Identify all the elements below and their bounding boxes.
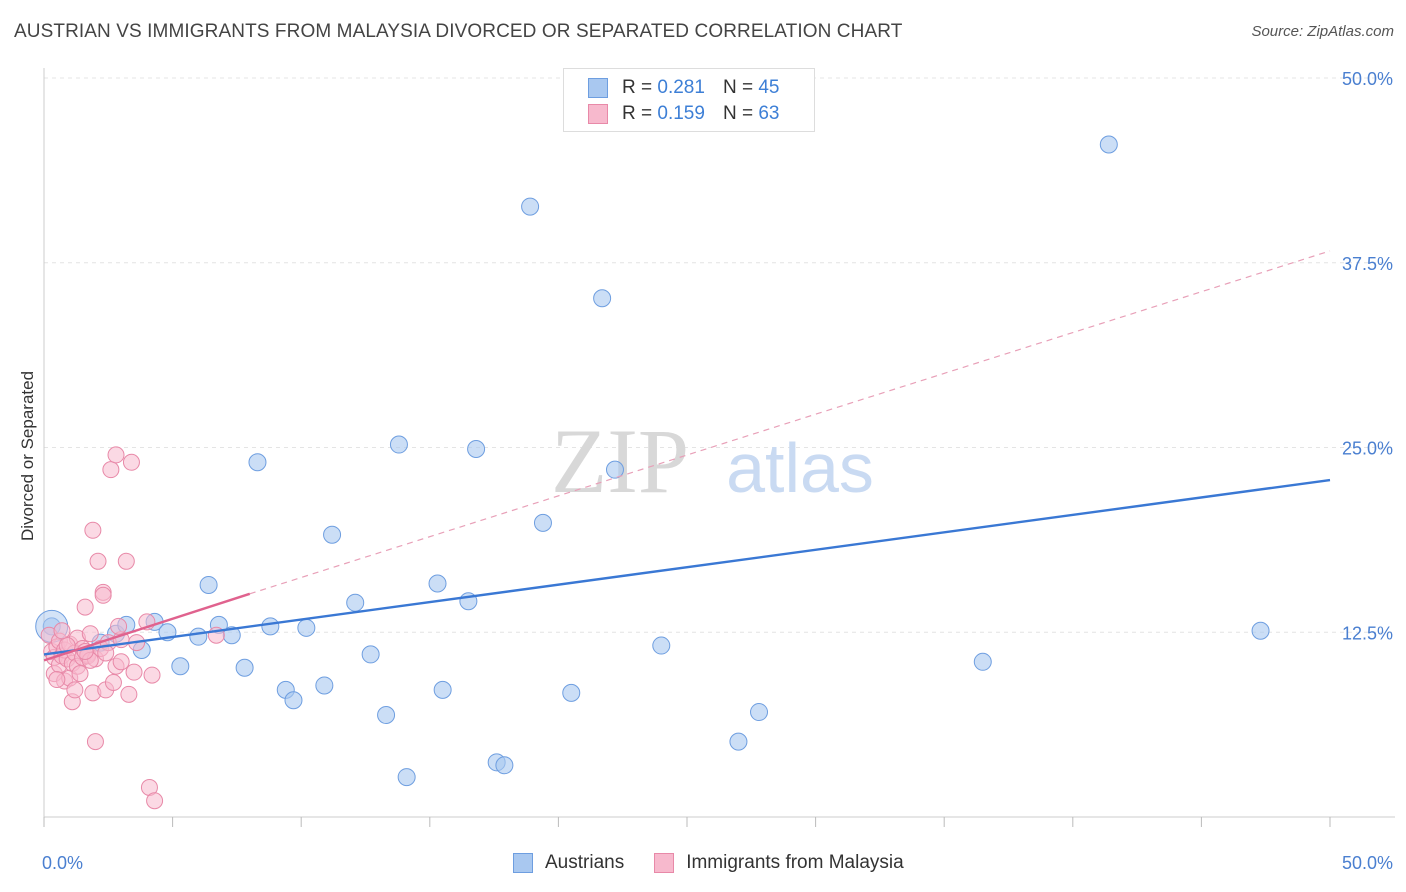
malaysia-point: [66, 681, 84, 699]
austrians-point: [171, 657, 190, 676]
austrians-point: [652, 636, 671, 655]
malaysia-point: [125, 663, 143, 681]
austrians-point: [189, 627, 208, 646]
malaysia-point: [146, 792, 164, 810]
series-legend: Austrians Immigrants from Malaysia: [513, 852, 934, 874]
watermark-zip: ZIP: [551, 410, 689, 512]
trend-lines: [43, 250, 1331, 662]
austrians-point: [433, 680, 452, 699]
r-label: R =: [622, 77, 653, 98]
malaysia-point: [53, 622, 71, 640]
chart-title: AUSTRIAN VS IMMIGRANTS FROM MALAYSIA DIV…: [14, 21, 903, 42]
austrians-point: [533, 513, 552, 532]
austrians-point: [261, 617, 280, 636]
watermark-atlas: atlas: [726, 429, 874, 507]
r-value: 0.159: [657, 103, 705, 124]
malaysia-point: [107, 446, 125, 464]
y-tick-label: 50.0%: [1342, 69, 1393, 89]
grid-lines: [44, 77, 1395, 633]
x-tick-label: 50.0%: [1342, 853, 1393, 873]
austrians-point: [346, 593, 365, 612]
y-tick-label: 37.5%: [1342, 254, 1393, 274]
austrians-point: [284, 691, 303, 710]
austrians-point: [377, 706, 396, 725]
malaysia-point: [112, 653, 130, 671]
legend-item-austrians[interactable]: Austrians: [513, 852, 624, 874]
n-label: N =: [722, 103, 754, 124]
malaysia-point: [117, 552, 135, 570]
watermark: ZIP atlas: [551, 410, 874, 512]
malaysia-point: [102, 461, 120, 479]
malaysia-point: [84, 521, 102, 539]
malaysia-swatch: [588, 104, 608, 124]
malaysia-point: [110, 617, 128, 635]
austrians-point: [495, 756, 514, 775]
malaysia-point: [76, 598, 94, 616]
n-label: N =: [722, 77, 754, 98]
malaysia-point: [120, 685, 138, 703]
malaysia-trend-line: [43, 592, 251, 662]
austrians-point: [1099, 135, 1118, 154]
malaysia-point: [81, 625, 99, 643]
x-tick-label: 0.0%: [42, 853, 83, 873]
malaysia-point: [48, 671, 66, 689]
austrians-point: [562, 683, 581, 702]
malaysia-point: [89, 552, 107, 570]
austrians-point: [199, 575, 218, 594]
austrians-point: [389, 435, 408, 454]
y-tick-label: 25.0%: [1342, 439, 1393, 459]
austrians-point: [1251, 621, 1270, 640]
malaysia-trend-extension: [249, 250, 1331, 595]
source-label: Source: ZipAtlas.com: [1251, 23, 1394, 40]
austrians-point: [315, 676, 334, 695]
austrians-point: [235, 658, 254, 677]
malaysia-point: [143, 666, 161, 684]
legend-row-malaysia: R = 0.159 N = 63: [588, 102, 779, 126]
malaysia-point: [104, 674, 122, 692]
austrians-point: [973, 652, 992, 671]
n-value: 45: [758, 77, 780, 98]
malaysia-swatch: [654, 853, 675, 873]
legend-item-malaysia[interactable]: Immigrants from Malaysia: [654, 852, 904, 874]
malaysia-points: [40, 446, 225, 810]
legend-label-austrians: Austrians: [545, 852, 625, 873]
malaysia-point: [86, 733, 104, 751]
austrians-point: [428, 574, 447, 593]
axes: [43, 68, 1395, 827]
r-label: R =: [622, 103, 653, 124]
r-value: 0.281: [657, 77, 705, 98]
austrians-point: [729, 732, 748, 751]
austrians-point: [361, 645, 380, 664]
austrians-swatch: [588, 78, 608, 98]
malaysia-point: [122, 453, 140, 471]
correlation-legend: R = 0.281 N = 45 R = 0.159 N = 63: [563, 68, 815, 132]
austrians-point: [467, 439, 486, 458]
legend-row-austrians: R = 0.281 N = 45: [588, 76, 779, 100]
n-value: 63: [758, 103, 780, 124]
austrians-point: [323, 525, 342, 544]
austrians-point: [297, 618, 316, 637]
austrians-trend-line: [43, 478, 1331, 656]
austrians-point: [248, 453, 267, 472]
austrians-swatch: [513, 853, 533, 873]
austrians-point: [593, 289, 612, 308]
austrians-point: [521, 197, 540, 216]
legend-label-malaysia: Immigrants from Malaysia: [686, 852, 904, 873]
y-tick-label: 12.5%: [1342, 623, 1393, 643]
tick-labels: 12.5% 25.0% 37.5% 50.0% 0.0% 50.0%: [42, 69, 1393, 873]
austrians-point: [397, 768, 416, 787]
malaysia-point: [71, 665, 89, 683]
austrians-point: [750, 703, 769, 722]
malaysia-point: [94, 586, 112, 604]
austrians-point: [605, 460, 624, 479]
